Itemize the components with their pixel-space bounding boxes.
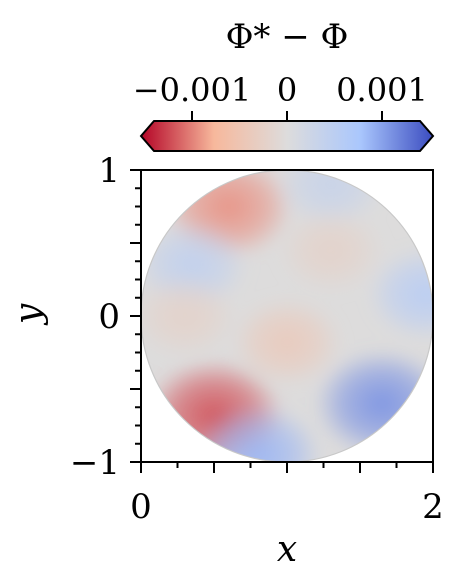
heatmap-field xyxy=(141,170,433,462)
heatmap-feature xyxy=(141,274,237,358)
y-axis-label: y xyxy=(8,303,49,326)
colorbar-tick-label: −0.001 xyxy=(133,71,251,109)
colorbar-ticks: −0.001 0 0.001 xyxy=(133,71,428,121)
x-axis-label: x xyxy=(277,529,297,570)
heatmap-feature xyxy=(368,248,433,340)
colorbar-label: Φ* − Φ xyxy=(226,17,349,57)
heatmap-feature xyxy=(232,298,342,386)
y-tick-label: 0 xyxy=(98,297,120,337)
colorbar: Φ* − Φ −0.001 0 0.001 xyxy=(133,17,435,152)
x-tick-label: 2 xyxy=(422,487,444,527)
heatmap-feature xyxy=(194,404,322,462)
heatmap-feature xyxy=(277,170,385,228)
colorbar-bar xyxy=(139,120,435,152)
heatmap-feature xyxy=(314,349,433,458)
y-tick-label: 1 xyxy=(98,151,120,191)
heatmap-feature xyxy=(279,209,383,292)
y-tick-label: −1 xyxy=(70,443,120,483)
y-axis-ticks: −1 0 1 xyxy=(70,151,141,483)
colorbar-tick-label: 0 xyxy=(277,71,297,109)
x-tick-label: 0 xyxy=(130,487,152,527)
colorbar-tick-label: 0.001 xyxy=(336,71,428,109)
